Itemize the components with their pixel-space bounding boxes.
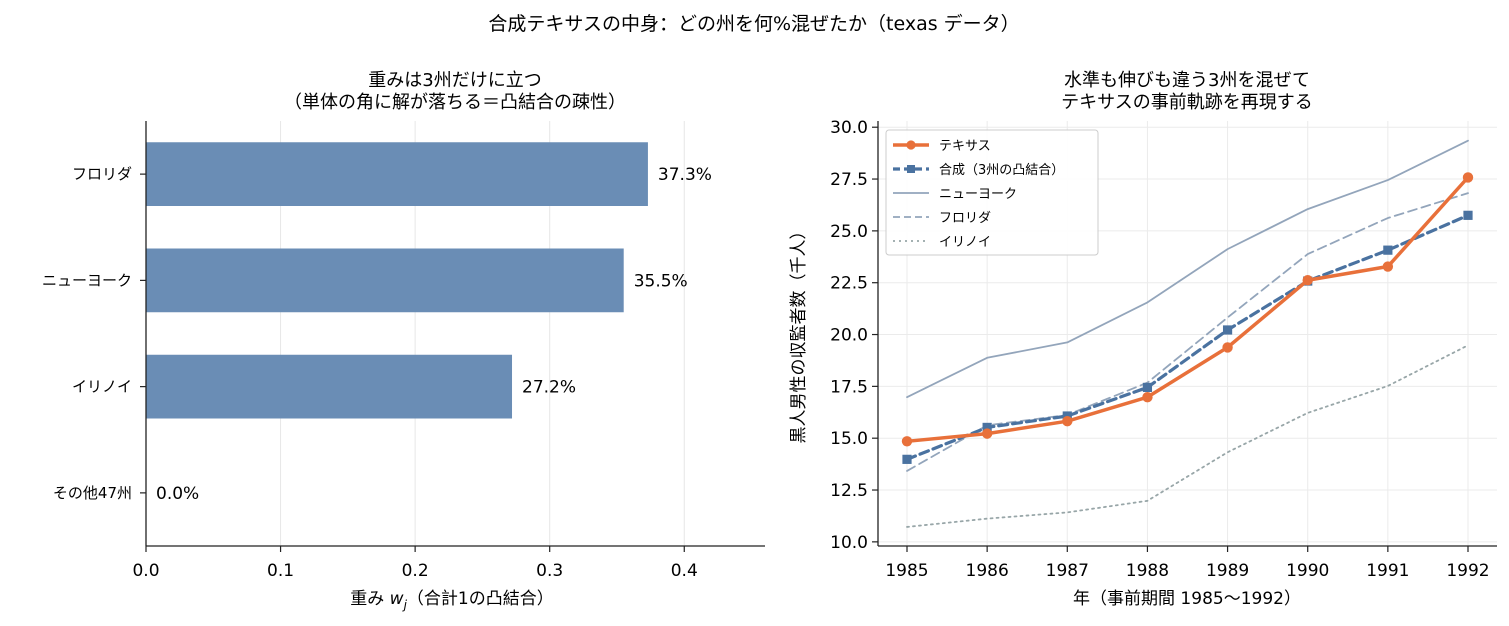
- line-chart-y-axis-label: 黒人男性の収監者数（千人）: [789, 223, 809, 444]
- bar-chart-title-line2: （単体の角に解が落ちる＝凸結合の疎性）: [284, 92, 626, 113]
- line-chart-y-tick-label: 15.0: [830, 429, 868, 449]
- data-point: [1222, 325, 1233, 335]
- suptitle: 合成テキサスの中身：どの州を何%混ぜたか（texas データ）: [488, 13, 1019, 35]
- legend-marker: [907, 165, 915, 173]
- bar-chart-title-line1: 重みは3州だけに立つ: [368, 70, 541, 91]
- bar-category-label: イリノイ: [72, 378, 132, 396]
- series-line: [906, 139, 1469, 399]
- line-chart-title-line2: テキサスの事前軌跡を再現する: [1061, 92, 1313, 113]
- legend-item: 合成（3州の凸結合）: [893, 163, 1064, 178]
- legend-label: ニューヨーク: [939, 187, 1017, 202]
- line-chart-series: [901, 139, 1474, 528]
- bar-value-label: 37.3%: [658, 165, 712, 185]
- data-point: [1062, 415, 1073, 427]
- bar-chart-x-ticks: 0.0 0.1 0.2 0.3 0.4: [132, 546, 698, 581]
- bar-chart-x-axis-label: 重み wj（合計1の凸結合）: [350, 589, 553, 612]
- series-0: [901, 172, 1474, 447]
- bar-chart-x-tick-label: 0.4: [671, 561, 698, 581]
- bar-value-label: 27.2%: [522, 378, 576, 398]
- data-point: [901, 436, 913, 447]
- bar-chart-x-tick-label: 0.1: [267, 561, 294, 581]
- legend-label: イリノイ: [939, 235, 991, 250]
- data-point: [1463, 210, 1473, 220]
- series-2: [906, 139, 1469, 399]
- line-chart-x-axis-label: 年（事前期間 1985〜1992）: [1073, 589, 1301, 609]
- line-chart-x-tick-label: 1985: [885, 561, 928, 581]
- bar-value-label: 35.5%: [634, 271, 688, 291]
- legend-item: フロリダ: [893, 211, 991, 226]
- bar: [146, 248, 624, 313]
- bar-category-label: その他47州: [53, 484, 132, 502]
- bar-chart-value-labels: 37.3% 35.5% 27.2% 0.0%: [156, 165, 712, 504]
- line-chart-x-tick-label: 1986: [966, 561, 1009, 581]
- bar-chart-bars: [146, 142, 648, 419]
- line-chart-x-ticks: 1985 1986 1987 1988 1989 1990 1991 1992: [885, 546, 1490, 581]
- line-chart-y-tick-label: 27.5: [830, 170, 868, 190]
- bar: [146, 354, 513, 419]
- data-point: [902, 454, 912, 464]
- data-point: [1383, 245, 1393, 255]
- line-chart-x-tick-label: 1987: [1046, 561, 1089, 581]
- bar-chart-x-tick-label: 0.2: [402, 561, 429, 581]
- line-chart-x-tick-label: 1990: [1286, 561, 1329, 581]
- line-chart: 水準も伸びも違う3州を混ぜて テキサスの事前軌跡を再現する 1985 1986 19…: [789, 70, 1497, 609]
- data-point: [1462, 172, 1474, 183]
- line-chart-title-line1: 水準も伸びも違う3州を混ぜて: [1064, 70, 1310, 91]
- series-3: [906, 192, 1469, 472]
- bar-category-label: フロリダ: [72, 165, 132, 183]
- bar-chart-x-tick-label: 0.0: [132, 561, 159, 581]
- data-point: [981, 428, 993, 439]
- data-point: [1142, 391, 1153, 403]
- legend-label: フロリダ: [939, 211, 991, 226]
- bar-category-label: ニューヨーク: [42, 271, 132, 289]
- bar-value-label: 0.0%: [156, 484, 199, 504]
- bar-chart: 重みは3州だけに立つ （単体の角に解が落ちる＝凸結合の疎性） 37.3% 35.5…: [42, 70, 765, 612]
- legend-label: 合成（3州の凸結合）: [939, 163, 1064, 178]
- legend-frame: [885, 129, 1099, 256]
- line-chart-y-tick-label: 20.0: [830, 326, 868, 346]
- line-chart-y-tick-label: 12.5: [830, 481, 868, 501]
- legend-marker: [906, 140, 916, 150]
- series-line: [906, 192, 1469, 472]
- line-chart-x-tick-label: 1991: [1366, 561, 1409, 581]
- line-chart-y-tick-label: 22.5: [830, 274, 868, 294]
- line-chart-y-ticks: 10.0 12.5 15.0 17.5 20.0 22.5 25.0 27.5 30.0: [830, 118, 878, 553]
- legend-item: テキサス: [893, 139, 991, 154]
- data-point: [1382, 261, 1394, 272]
- data-point: [1142, 382, 1153, 393]
- legend-item: イリノイ: [893, 235, 991, 250]
- line-chart-y-tick-label: 17.5: [830, 377, 868, 397]
- series-4: [906, 344, 1469, 528]
- bar: [146, 142, 648, 206]
- line-chart-x-tick-label: 1988: [1126, 561, 1169, 581]
- line-chart-x-tick-label: 1992: [1446, 561, 1489, 581]
- line-chart-y-tick-label: 30.0: [830, 118, 868, 138]
- line-chart-x-tick-label: 1989: [1206, 561, 1249, 581]
- line-chart-y-tick-label: 10.0: [830, 533, 868, 553]
- series-line: [905, 175, 1470, 444]
- data-point: [1302, 275, 1313, 286]
- series-line: [905, 213, 1470, 461]
- data-point: [1222, 342, 1233, 353]
- legend-label: テキサス: [939, 139, 991, 154]
- line-chart-y-tick-label: 25.0: [830, 222, 868, 242]
- legend-item: ニューヨーク: [893, 187, 1017, 202]
- data-point: [982, 422, 992, 433]
- series-line: [906, 344, 1469, 528]
- bar-chart-x-tick-label: 0.3: [536, 561, 563, 581]
